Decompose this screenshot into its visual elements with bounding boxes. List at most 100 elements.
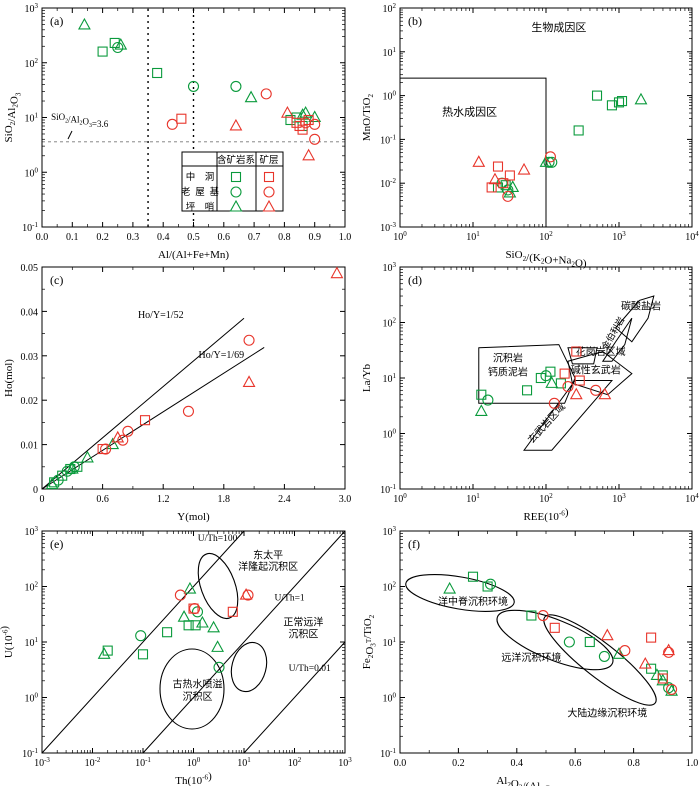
green-square-marker	[476, 389, 487, 400]
region-label: 碱性玄武岩	[571, 364, 621, 377]
green-circle-marker	[484, 578, 497, 590]
x-tick-label-base: 10	[288, 758, 298, 769]
y-axis-title: U(10-6)	[0, 626, 15, 659]
y-tick-label: 10-3	[380, 221, 396, 234]
y-tick-label-exp: 1	[393, 636, 397, 644]
x-tick-label: 100	[393, 492, 407, 505]
y-tick-label: 101	[25, 636, 39, 649]
series-green-triangle	[97, 581, 225, 659]
x-tick-label: 0.6	[569, 758, 582, 769]
y-tick-label-exp: -1	[32, 221, 38, 229]
series-red-circle	[100, 334, 255, 455]
y-tick-label-base: 10	[383, 694, 393, 705]
y-axis-title: MnO/TiO2	[361, 93, 375, 141]
x-tick-label: 101	[466, 230, 480, 243]
y-tick-label-exp: -3	[390, 221, 396, 229]
x-tick-label-base: 10	[539, 494, 549, 505]
x-axis-title: Al2O3/(Al2O3+Fe2O3T)	[496, 775, 596, 786]
y-tick-label: 10-1	[380, 483, 396, 496]
red-square-marker	[574, 375, 585, 386]
red-square-marker	[549, 622, 560, 633]
ratio-line	[142, 530, 346, 754]
y-tick-label: 103	[383, 525, 397, 538]
red-circle-marker	[260, 88, 272, 100]
green-circle-marker	[112, 41, 124, 54]
x-tick-label: 0.4	[157, 232, 170, 243]
green-square-marker	[152, 67, 163, 79]
x-tick-label: 0.2	[96, 232, 109, 243]
x-axis-title-part: Y(mol)	[177, 511, 210, 523]
annotation-arrow	[67, 130, 73, 140]
y-axis-title-part: T	[365, 638, 373, 643]
y-axis-title-part: 3	[370, 643, 378, 647]
y-tick-label: 0.04	[21, 307, 39, 318]
red-circle-marker	[166, 118, 178, 130]
y-tick-label: 10-1	[380, 747, 396, 760]
y-axis-title-part: SiO	[3, 125, 15, 142]
red-circle-marker	[300, 117, 312, 129]
region-label: 沉积岩	[493, 351, 523, 364]
series-green-square	[476, 366, 566, 400]
x-tick-label: 0.1	[66, 232, 79, 243]
y-axis-title-part: /Al	[6, 108, 18, 122]
y-axis-title-part: Ho(mol)	[3, 359, 15, 397]
y-tick-label-base: 10	[25, 638, 35, 649]
red-circle-marker	[544, 151, 556, 163]
y-tick-label-exp: 1	[393, 372, 397, 380]
x-tick-label-base: 10	[34, 758, 44, 769]
y-tick-label-exp: 3	[393, 525, 397, 533]
series-green-square	[102, 620, 201, 660]
y-tick-label-base: 10	[383, 374, 393, 385]
x-axis-title-part: Th(10	[175, 775, 202, 786]
annotation-text-part: =3.6	[92, 119, 109, 129]
region-carbonate	[614, 295, 655, 343]
region-alkali-basalt	[567, 350, 633, 396]
panel-label: (d)	[408, 273, 422, 287]
red-triangle-marker	[280, 106, 294, 118]
green-square-marker	[584, 636, 595, 648]
y-tick-label-exp: -1	[390, 747, 396, 755]
red-circle-marker	[537, 609, 549, 622]
y-tick-label-exp: 3	[393, 261, 397, 269]
x-tick-label: 0.4	[511, 758, 524, 769]
y-tick-label-exp: 2	[393, 581, 397, 589]
y-axis-title-part: O	[364, 647, 376, 655]
x-axis-title-part: -6	[202, 774, 208, 782]
x-tick-label: 1.2	[157, 494, 170, 505]
green-square-marker	[467, 571, 479, 582]
region-boundary	[400, 77, 547, 227]
green-triangle-marker	[244, 90, 258, 103]
y-tick-label-base: 10	[383, 430, 393, 441]
x-tick-label-base: 10	[338, 758, 348, 769]
x-tick-label: 100	[393, 230, 407, 243]
legend-marker	[229, 199, 243, 212]
green-circle-marker	[540, 370, 552, 382]
red-square-marker	[294, 120, 305, 132]
y-tick-label: 0	[33, 485, 38, 496]
legend-marker	[262, 199, 276, 212]
y-tick-label-base: 10	[383, 583, 393, 594]
legend-row-label: 老 屋 基	[181, 186, 220, 198]
series-red-circle	[537, 609, 678, 695]
ratio-line	[41, 317, 245, 490]
x-tick-label: 103	[612, 230, 626, 243]
x-axis-title-part: 3	[519, 784, 523, 786]
series-green-square	[467, 571, 668, 681]
y-tick-label: 101	[25, 112, 39, 125]
y-tick-label: 101	[383, 372, 397, 385]
y-axis-title-part: 2	[368, 614, 376, 618]
region-label: 正常远洋	[283, 615, 323, 628]
green-circle-marker	[135, 630, 147, 642]
y-tick-label: 100	[383, 428, 397, 441]
y-tick-label-exp: 0	[35, 166, 39, 174]
plot-frame	[41, 530, 346, 754]
green-square-marker	[190, 620, 201, 631]
y-tick-label-base: 10	[383, 527, 393, 538]
red-square-marker	[571, 346, 582, 357]
x-tick-label-exp: 1	[476, 492, 480, 500]
series-green-circle	[484, 578, 675, 694]
x-tick-label: 3.0	[339, 494, 352, 505]
y-tick-label: 102	[383, 317, 397, 330]
